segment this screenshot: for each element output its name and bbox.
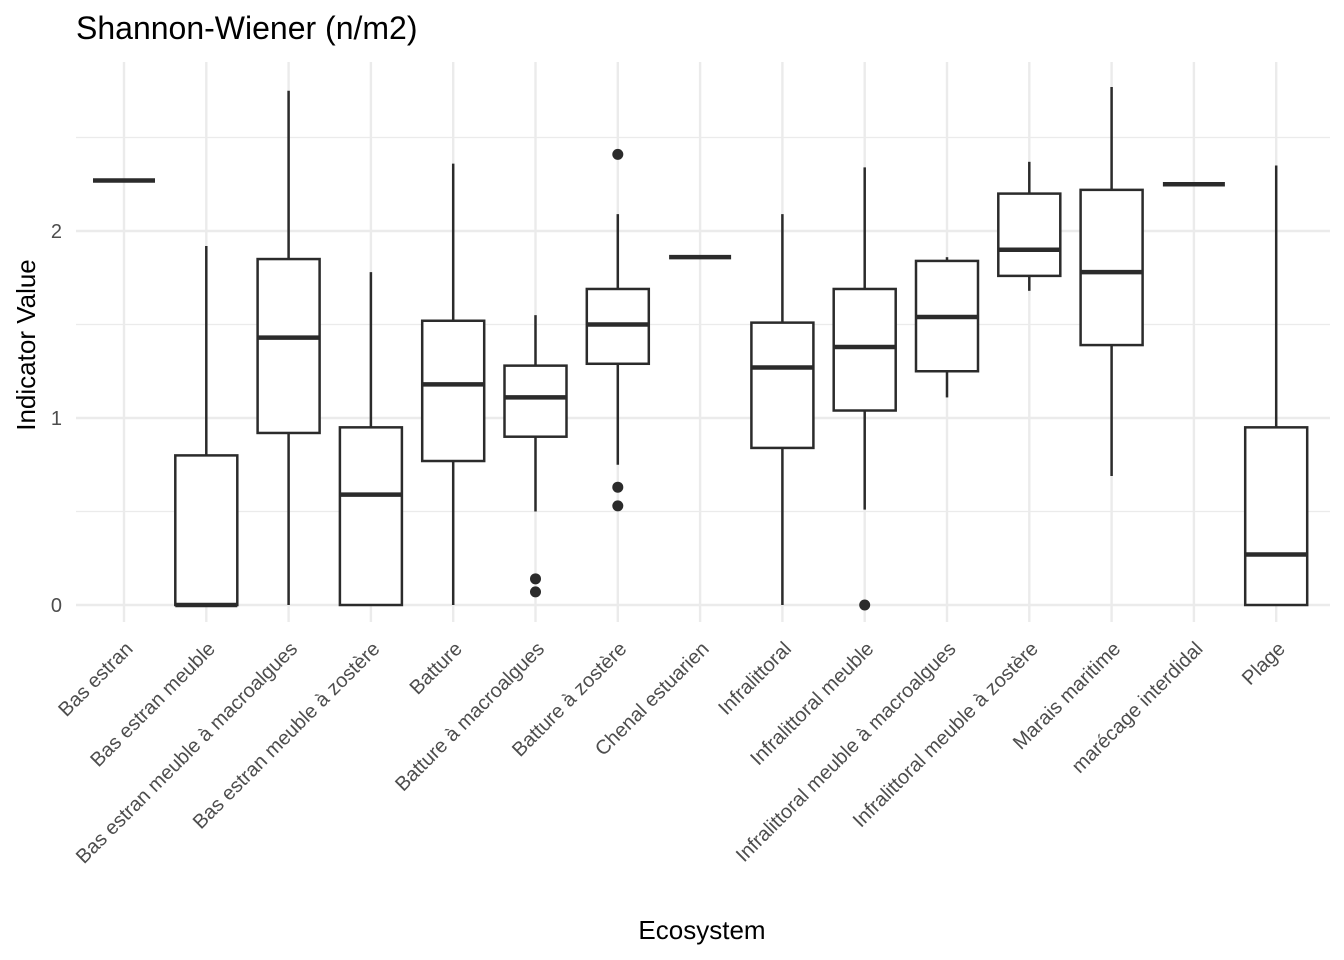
box-7: [585, 148, 651, 512]
box-iqr: [1079, 188, 1144, 347]
y-axis-ticks: 0 1 2: [51, 221, 62, 617]
box-iqr: [420, 319, 486, 463]
box-11: [914, 257, 980, 398]
box-iqr: [256, 257, 321, 435]
y-tick-label: 2: [51, 221, 62, 243]
x-axis-title: Ecosystem: [638, 915, 765, 945]
boxes: [93, 87, 1309, 611]
outlier-point: [530, 586, 541, 598]
box-iqr: [503, 364, 568, 438]
box-iqr: [338, 426, 404, 607]
box-13: [1079, 87, 1144, 476]
outlier-point: [859, 599, 871, 611]
box-iqr: [174, 454, 239, 607]
box-iqr: [1243, 426, 1309, 607]
y-tick-label: 0: [51, 595, 62, 617]
box-iqr: [997, 192, 1062, 278]
box-12: [997, 161, 1062, 291]
box-9: [750, 214, 815, 605]
x-tick-label: Plage: [1238, 638, 1290, 690]
x-tick-label: Batture à macroalgues: [391, 638, 549, 796]
y-axis-title: Indicator Value: [11, 259, 41, 431]
box-6: [503, 315, 568, 598]
box-15: [1243, 165, 1309, 607]
outlier-point: [530, 573, 541, 585]
x-tick-label: Bas estran: [54, 638, 137, 721]
box-2: [174, 245, 239, 608]
outlier-point: [612, 148, 624, 160]
box-10: [832, 167, 897, 611]
y-tick-label: 1: [51, 408, 62, 430]
box-5: [420, 163, 486, 605]
box-iqr: [750, 321, 815, 450]
chart-title: Shannon-Wiener (n/m2): [76, 10, 417, 46]
outlier-point: [612, 481, 624, 493]
box-3: [256, 90, 321, 605]
box-iqr: [832, 287, 897, 412]
x-tick-label: Batture: [406, 638, 467, 699]
outlier-point: [612, 500, 624, 512]
box-4: [338, 272, 404, 607]
x-tick-label: Infralittoral: [714, 638, 796, 720]
